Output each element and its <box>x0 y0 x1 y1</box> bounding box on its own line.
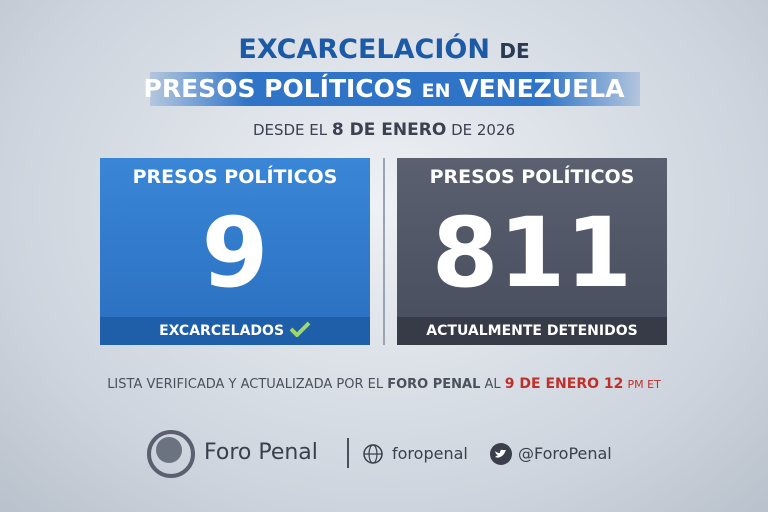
subtitle-text: DE 2026 <box>451 121 516 139</box>
brand-web: foropenal <box>392 444 468 463</box>
title-small: DE <box>499 39 530 63</box>
separator <box>347 438 349 468</box>
title-part: VENEZUELA <box>459 74 625 103</box>
card-detained: PRESOS POLÍTICOS 811 ACTUALMENTE DETENID… <box>397 158 667 345</box>
note-text: LISTA VERIFICADA Y ACTUALIZADA POR EL <box>107 377 384 392</box>
card-number: 811 <box>431 197 633 309</box>
logo <box>147 430 195 478</box>
title-band <box>150 72 640 106</box>
twitter-icon <box>490 443 512 465</box>
note-org: FORO PENAL <box>387 377 481 392</box>
card-footer: EXCARCELADOS <box>100 317 370 345</box>
title-main: EXCARCELACIÓN <box>238 34 490 65</box>
note-date: 9 DE ENERO 12 <box>504 376 624 392</box>
note-time: PM ET <box>627 378 661 391</box>
title-line2: PRESOS POLÍTICOS EN VENEZUELA <box>0 74 768 103</box>
title-small: EN <box>421 80 451 102</box>
check-icon <box>289 321 311 338</box>
brand-twitter: @ForoPenal <box>518 444 612 463</box>
note-text: AL <box>484 377 501 392</box>
divider <box>383 158 385 345</box>
title-line1: EXCARCELACIÓN DE <box>0 34 768 65</box>
note: LISTA VERIFICADA Y ACTUALIZADA POR EL FO… <box>0 376 768 392</box>
card-footer: ACTUALMENTE DETENIDOS <box>397 317 667 345</box>
title-part: PRESOS POLÍTICOS <box>143 74 413 103</box>
card-header: PRESOS POLÍTICOS <box>132 166 338 188</box>
card-header: PRESOS POLÍTICOS <box>429 166 635 188</box>
subtitle-date: 8 DE ENERO <box>331 120 447 140</box>
card-released: PRESOS POLÍTICOS 9 EXCARCELADOS <box>100 158 370 345</box>
card-footer-text: EXCARCELADOS <box>159 323 285 339</box>
card-number: 9 <box>201 197 269 309</box>
brand-name: Foro Penal <box>204 440 318 465</box>
subtitle: DESDE EL 8 DE ENERO DE 2026 <box>0 120 768 140</box>
subtitle-text: DESDE EL <box>252 121 328 139</box>
globe-icon <box>363 444 383 464</box>
